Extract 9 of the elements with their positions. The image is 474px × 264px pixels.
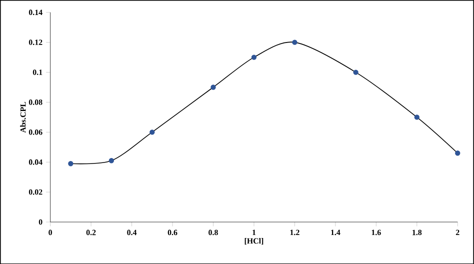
point xyxy=(210,84,216,90)
point xyxy=(150,129,155,135)
point xyxy=(455,150,460,156)
point xyxy=(68,160,74,166)
point xyxy=(251,54,257,60)
point xyxy=(292,40,298,45)
point xyxy=(353,70,358,75)
point xyxy=(414,114,420,120)
point xyxy=(108,158,114,164)
